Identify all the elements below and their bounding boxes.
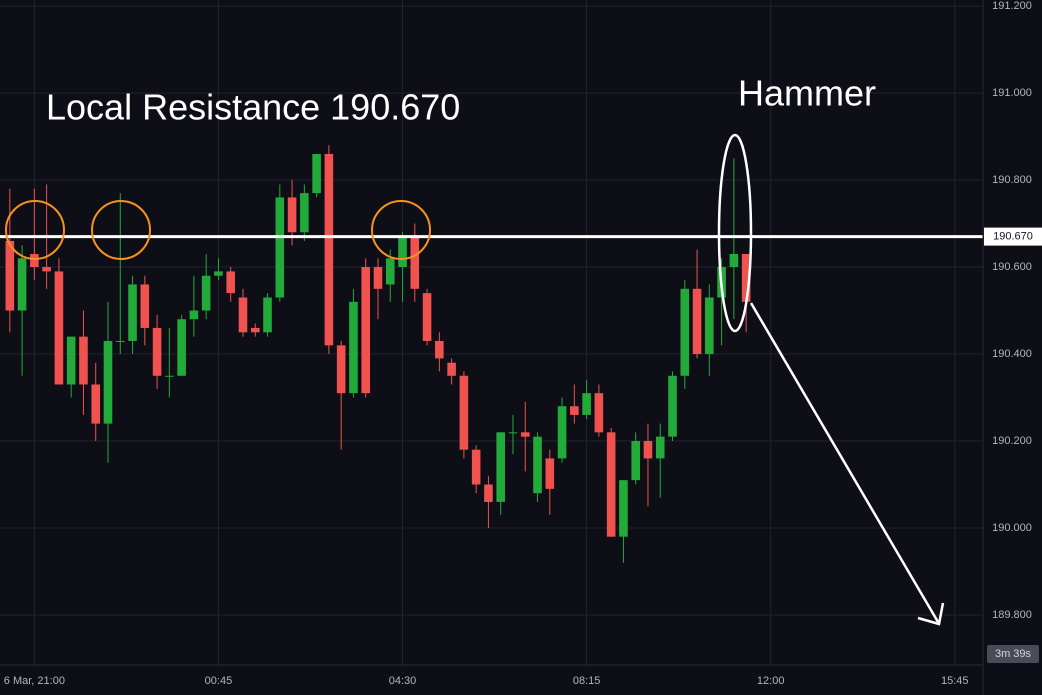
candle-body	[655, 436, 665, 459]
x-tick-label: 08:15	[573, 675, 601, 687]
candle-body	[557, 406, 567, 459]
candle-body	[508, 432, 518, 434]
candle-body	[422, 293, 432, 341]
candle-body	[729, 253, 739, 268]
pattern-annotation: Hammer	[738, 73, 876, 114]
y-tick-label: 190.000	[992, 522, 1032, 534]
candle-body	[165, 375, 174, 377]
candle-body	[238, 297, 248, 333]
candle-body	[582, 393, 591, 415]
candle-body	[189, 310, 199, 320]
candle-body	[606, 432, 616, 537]
countdown: 3m 39s	[995, 648, 1032, 660]
candle-body	[619, 480, 628, 537]
candle-body	[214, 271, 223, 276]
price-axis	[983, 0, 1042, 695]
candle-body	[30, 253, 39, 268]
candles	[0, 145, 983, 563]
candle-body	[520, 432, 530, 437]
candle-body	[287, 197, 297, 233]
candle-body	[680, 288, 690, 376]
candle-body	[435, 340, 444, 359]
candle-body	[361, 267, 371, 394]
candle-body	[545, 458, 555, 489]
candle-body	[128, 284, 137, 341]
candle-body	[66, 336, 76, 385]
candle-body	[447, 362, 456, 376]
candle-body	[103, 340, 113, 424]
candle-body	[275, 197, 285, 298]
axes: 189.800 190.000 190.200 190.400 190.600 190.8…	[4, 0, 1042, 687]
y-tick-label: 190.600	[992, 261, 1032, 273]
overlay: Local Resistance 190.670 Hammer	[5, 73, 945, 626]
candle-body	[496, 432, 505, 502]
candle-body	[385, 258, 395, 285]
candle-body	[471, 449, 481, 485]
marker-circle	[91, 200, 151, 260]
candle-body	[250, 327, 260, 333]
x-tick-label: 15:45	[941, 675, 969, 687]
candle-body	[263, 297, 272, 333]
arrow-head	[917, 602, 945, 626]
y-tick-label: 190.200	[992, 435, 1032, 447]
candle-body	[741, 253, 751, 302]
candle-body	[631, 441, 640, 481]
candle-body	[349, 301, 358, 394]
y-tick-label: 190.800	[992, 174, 1032, 186]
arrow-shaft	[749, 302, 940, 623]
candle-body	[668, 375, 677, 437]
candle-body	[643, 441, 653, 459]
candle-body	[324, 153, 334, 346]
candle-body	[152, 327, 162, 376]
y-tick-label: 189.800	[992, 609, 1032, 621]
candle-body	[484, 484, 493, 502]
x-tick-label: 04:30	[389, 675, 417, 687]
candle-body	[312, 153, 321, 194]
candle-body	[692, 288, 702, 355]
countdown-box	[987, 645, 1039, 663]
candle-body	[42, 267, 51, 272]
candle-body	[115, 340, 125, 342]
candle-body	[398, 236, 407, 268]
candle-body	[201, 275, 211, 311]
marker-circle	[5, 200, 65, 260]
candle-body	[459, 375, 469, 450]
candle-body	[17, 258, 27, 311]
resistance-annotation: Local Resistance 190.670	[46, 87, 460, 128]
candle-body	[705, 297, 714, 355]
marker-circle	[371, 200, 431, 260]
x-tick-label: 6 Mar, 21:00	[4, 675, 65, 687]
candle-body	[336, 345, 346, 394]
grid	[0, 0, 983, 665]
candle-body	[373, 267, 383, 289]
candle-body	[79, 336, 88, 385]
candle-body	[140, 284, 150, 328]
price-line-label: 190.670	[993, 231, 1033, 243]
candle-body	[300, 193, 309, 233]
x-tick-label: 12:00	[757, 675, 785, 687]
y-tick-label: 190.400	[992, 348, 1032, 360]
candle-body	[410, 236, 420, 289]
candle-body	[570, 406, 579, 415]
candle-body	[226, 271, 236, 294]
x-tick-label: 00:45	[205, 675, 233, 687]
candle-body	[54, 271, 64, 385]
candle-body	[533, 436, 542, 494]
candle-body	[594, 393, 604, 433]
y-tick-label: 191.000	[992, 87, 1032, 99]
candle-body	[5, 240, 15, 311]
candle-body	[91, 384, 101, 424]
price-line-box	[984, 227, 1042, 246]
y-tick-label: 191.200	[992, 0, 1032, 12]
hammer-ellipse	[717, 133, 753, 333]
candle-body	[177, 319, 186, 376]
